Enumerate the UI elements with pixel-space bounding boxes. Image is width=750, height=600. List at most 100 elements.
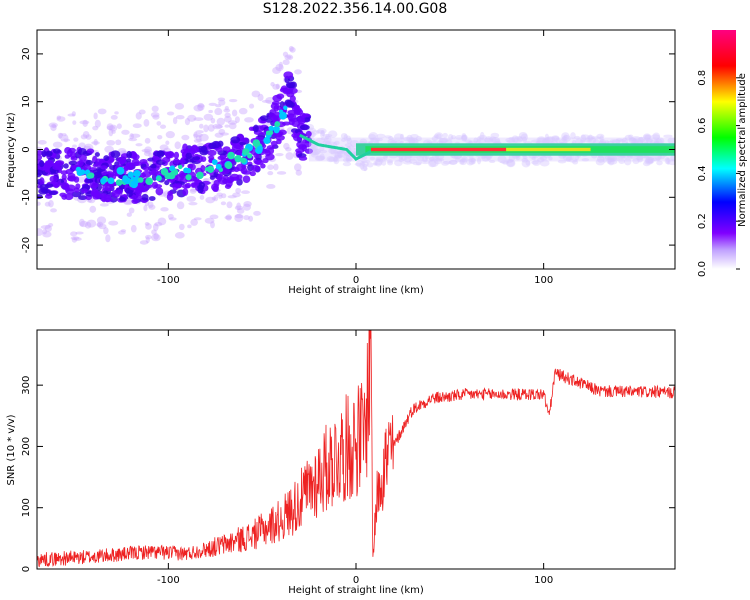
spectrogram-cell: [161, 156, 171, 163]
spectrogram-haze-cell: [224, 105, 229, 111]
spectrogram-x-tick-label: 0: [353, 275, 359, 286]
spectrogram-cell: [61, 174, 67, 181]
spectrogram-haze-cell: [535, 140, 545, 144]
spectrogram-haze-cell: [151, 105, 159, 113]
spectrogram-cell: [260, 163, 266, 169]
spectrogram-haze-cell: [174, 232, 185, 239]
spectrogram-cell: [213, 179, 220, 187]
spectrogram-haze-cell: [508, 136, 516, 141]
spectrogram-haze-cell: [195, 130, 204, 134]
spectrogram-haze-cell: [317, 127, 327, 135]
spectrogram-y-tick-label: -10: [21, 189, 32, 205]
spectrogram-cell: [93, 171, 103, 179]
spectrogram-cell: [119, 196, 127, 202]
spectrogram-haze-cell: [85, 134, 92, 140]
spectrogram-haze-cell: [521, 157, 529, 163]
spectrogram-cell: [295, 108, 304, 116]
spectrogram-haze-cell: [572, 159, 579, 165]
spectrogram-haze-cell: [175, 115, 185, 120]
spectrogram-cell: [173, 157, 180, 165]
spectrogram-cell: [100, 165, 108, 170]
spectrogram-haze-cell: [148, 204, 156, 210]
spectrogram-haze-cell: [165, 131, 175, 139]
spectrogram-cell: [271, 101, 280, 106]
spectrogram-haze-cell: [236, 208, 245, 214]
spectrogram-cell: [241, 170, 252, 175]
spectrogram-haze-cell: [79, 220, 88, 228]
spectrogram-haze-cell: [228, 122, 237, 130]
spectrogram-peak-cell: [234, 154, 242, 163]
spectrogram-haze-cell: [235, 187, 242, 194]
spectrogram-peak-cell: [227, 151, 235, 160]
spectrogram-haze-cell: [267, 164, 274, 170]
spectrogram-haze-cell: [636, 155, 644, 163]
spectrogram-haze-cell: [402, 160, 413, 165]
spectrogram-haze-cell: [234, 213, 244, 219]
spectrogram-haze-cell: [73, 137, 79, 142]
spectrogram-haze-cell: [436, 133, 442, 139]
spectrogram-haze-cell: [243, 201, 252, 208]
spectrogram-haze-cell: [319, 153, 325, 160]
spectrogram-cell: [37, 169, 43, 176]
spectrogram-haze-cell: [328, 147, 337, 155]
spectrogram-haze-cell: [52, 124, 57, 129]
spectrogram-haze-cell: [193, 217, 202, 221]
spectrogram-haze-cell: [71, 237, 78, 243]
spectrogram-haze-cell: [637, 136, 646, 143]
spectrogram-haze-cell: [536, 136, 547, 144]
spectrogram-haze-cell: [518, 131, 528, 139]
spectrogram-cell: [66, 184, 76, 192]
spectrogram-haze-cell: [310, 142, 315, 150]
spectrogram-haze-cell: [315, 155, 326, 161]
spectrogram-haze-cell: [188, 201, 198, 206]
spectrogram-haze-cell: [86, 219, 97, 228]
spectrogram-haze-cell: [205, 196, 215, 204]
spectrogram-haze-cell: [218, 99, 226, 106]
spectrogram-haze-cell: [539, 159, 550, 167]
spectrogram-haze-cell: [325, 134, 330, 140]
spectrogram-haze-cell: [596, 133, 605, 139]
spectrogram-haze-cell: [536, 157, 545, 163]
spectrogram-haze-cell: [216, 192, 223, 197]
spectrogram-cell: [297, 119, 306, 125]
spectrogram-haze-cell: [459, 159, 466, 163]
spectrogram-peak-cell: [196, 171, 204, 180]
spectrogram-cell: [52, 162, 61, 167]
spectrogram-haze-cell: [531, 156, 536, 161]
spectrogram-haze-cell: [42, 228, 47, 235]
spectrogram-haze-cell: [609, 139, 617, 143]
spectrogram-haze-cell: [115, 139, 122, 146]
colorbar-tick-label: 0.0: [697, 261, 708, 277]
spectrogram-haze-cell: [629, 137, 636, 141]
spectrogram-cell: [148, 196, 156, 202]
spectrogram-cell: [150, 163, 157, 169]
spectrogram-cell: [191, 182, 199, 188]
spectrogram-haze-cell: [209, 214, 219, 220]
spectrogram-haze-cell: [542, 138, 548, 143]
spectrogram-haze-cell: [438, 137, 448, 144]
spectrogram-haze-cell: [75, 231, 84, 235]
spectrogram-haze-cell: [543, 137, 551, 144]
spectrogram-cell: [63, 163, 69, 169]
spectrogram-haze-cell: [238, 107, 248, 115]
spectrogram-cell: [241, 164, 247, 169]
spectrogram-haze-cell: [366, 162, 374, 168]
spectrogram-haze-cell: [586, 135, 595, 140]
spectrogram-cell: [167, 151, 175, 157]
spectrogram-cell: [248, 126, 255, 131]
spectrogram-cell: [299, 124, 310, 131]
spectrogram-haze-cell: [130, 133, 141, 138]
spectrogram-haze-cell: [212, 123, 223, 130]
spectrogram-cell: [69, 151, 76, 160]
spectrogram-haze-cell: [208, 102, 217, 106]
spectrogram-haze-cell: [345, 155, 352, 163]
spectrogram-haze-cell: [324, 135, 332, 144]
spectrogram-peak-cell: [273, 127, 280, 134]
spectrogram-cell: [224, 184, 232, 189]
spectrogram-cell: [150, 169, 160, 176]
spectrogram-cell: [126, 158, 132, 163]
spectrogram-haze-cell: [283, 142, 290, 150]
spectrogram-haze-cell: [434, 132, 444, 140]
spectrogram-haze-cell: [217, 97, 226, 102]
spectrogram-haze-cell: [429, 159, 439, 168]
